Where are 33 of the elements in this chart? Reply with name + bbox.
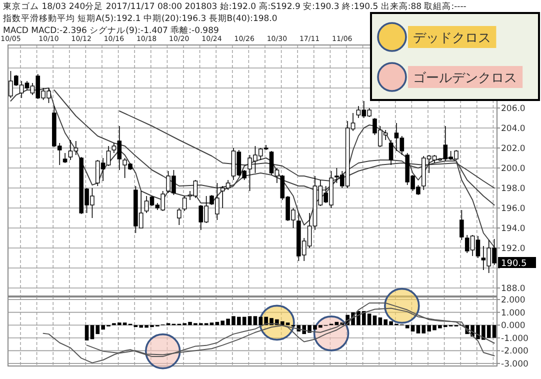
- line-series: [42, 302, 495, 364]
- y-tick-label: -1.000: [501, 334, 528, 344]
- candlestick: [177, 208, 182, 226]
- y-tick-label: 204.0: [501, 124, 526, 134]
- y-tick-label: 0.000: [501, 321, 526, 332]
- y-tick-label: 206.0: [501, 104, 526, 114]
- bar: [416, 325, 420, 334]
- text: MACD MACD:-2.396 シグナル(9):-1.407 乖離:-0.989: [3, 25, 219, 36]
- bar: [84, 325, 89, 340]
- y-tick-label: 2.000: [501, 296, 526, 306]
- candlestick: [62, 152, 68, 164]
- bar: [372, 316, 377, 326]
- y-tick-label: 194.0: [501, 224, 526, 234]
- y-tick-label: 1.000: [501, 308, 526, 318]
- y-tick-label: 200.0: [501, 164, 526, 174]
- chart-title: 東京ゴム 18/03 240分足 2017/11/17 08:00 201803 始:192.0 高:S192.9 安:190.3 終:190.5 出来高:88 取組高:----: [3, 1, 466, 12]
- text: 190.5: [501, 259, 527, 269]
- bar: [90, 325, 94, 340]
- y-tick-label: 198.0: [501, 184, 526, 194]
- bar: [253, 316, 258, 326]
- candlestick: [182, 196, 187, 212]
- y-tick-label: -3.000: [501, 359, 528, 370]
- y-tick-label: 196.0: [501, 204, 526, 214]
- y-tick-label: -2.000: [501, 346, 528, 357]
- chart-subtitle: 指数平滑移動平均 短期A(5):192.1 中期(20):196.3 長期B(40):198.0: [2, 13, 278, 24]
- legend-label: デッドクロス: [413, 31, 491, 46]
- bar: [210, 322, 214, 326]
- y-tick-label: 202.0: [501, 144, 526, 154]
- legend-label: ゴールデンクロス: [413, 71, 517, 86]
- candlestick: [460, 210, 464, 240]
- y-tick-label: 192.0: [501, 244, 526, 254]
- y-tick-label: 188.0: [501, 284, 526, 294]
- candlestick: [388, 140, 394, 166]
